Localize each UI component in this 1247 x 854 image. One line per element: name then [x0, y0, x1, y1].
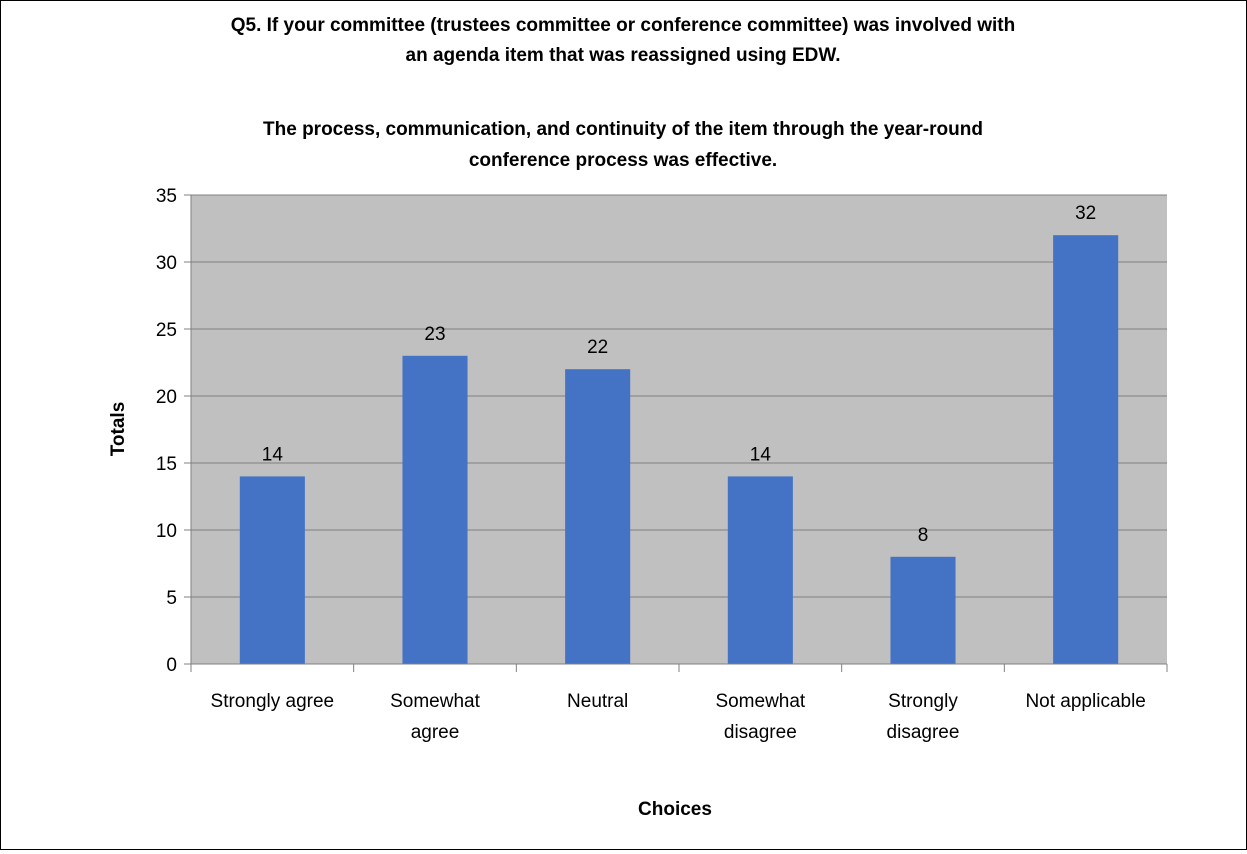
data-label-3: 22	[587, 337, 608, 358]
y-tick-label-30: 30	[156, 253, 177, 274]
bar-3	[565, 369, 630, 664]
chart-title-line-1: Q5. If your committee (trustees committe…	[231, 15, 1015, 36]
x-category-labels: Strongly agree Somewhat agree Neutral Somewh…	[211, 691, 1146, 743]
y-tick-label-35: 35	[156, 186, 177, 207]
chart-title: Q5. If your committee (trustees committe…	[231, 15, 1015, 171]
y-axis-title: Totals	[108, 402, 129, 457]
chart-title-line-5: conference process was effective.	[469, 150, 777, 171]
bar-4	[728, 476, 793, 664]
x-category-label-1-line-1: Strongly agree	[211, 691, 335, 712]
data-label-1: 14	[262, 444, 284, 465]
bar-2	[402, 356, 467, 664]
x-category-label-5-line-1: Strongly	[888, 691, 958, 712]
y-tick-label-20: 20	[156, 387, 177, 408]
y-tick-label-5: 5	[166, 588, 177, 609]
x-axis-title: Choices	[638, 799, 712, 820]
y-tick-label-25: 25	[156, 320, 177, 341]
y-tick-label-10: 10	[156, 521, 177, 542]
x-category-label-5-line-2: disagree	[887, 722, 960, 743]
x-category-label-4-line-2: disagree	[724, 722, 797, 743]
x-category-label-2-line-2: agree	[411, 722, 460, 743]
x-category-label-4-line-1: Somewhat	[715, 691, 805, 712]
y-tick-label-0: 0	[166, 655, 177, 676]
chart-title-line-4: The process, communication, and continui…	[263, 119, 983, 140]
y-tick-label-15: 15	[156, 454, 177, 475]
plot-area	[191, 195, 1167, 664]
data-label-6: 32	[1075, 203, 1096, 224]
bar-1	[240, 476, 305, 664]
chart-title-line-2: an agenda item that was reassigned using…	[406, 45, 841, 66]
x-category-label-2-line-1: Somewhat	[390, 691, 480, 712]
data-label-5: 8	[918, 525, 929, 546]
bar-6	[1053, 235, 1118, 664]
y-tick-labels: 0 5 10 15 20 25 30 35	[156, 186, 177, 676]
data-label-2: 23	[424, 324, 445, 345]
x-category-label-6-line-1: Not applicable	[1025, 691, 1145, 712]
x-category-label-3-line-1: Neutral	[567, 691, 628, 712]
data-label-4: 14	[750, 444, 772, 465]
bar-5	[890, 557, 955, 664]
